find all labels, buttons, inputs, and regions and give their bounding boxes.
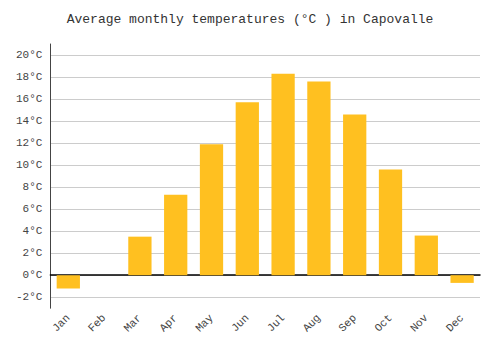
svg-text:Jan: Jan [50, 312, 72, 334]
svg-text:-2°C: -2°C [16, 291, 43, 303]
svg-text:Apr: Apr [157, 312, 179, 334]
svg-text:18°C: 18°C [16, 71, 43, 83]
svg-text:12°C: 12°C [16, 137, 43, 149]
svg-text:16°C: 16°C [16, 93, 43, 105]
svg-text:6°C: 6°C [23, 203, 43, 215]
svg-text:May: May [193, 312, 216, 335]
svg-text:Oct: Oct [372, 312, 394, 334]
svg-text:10°C: 10°C [16, 159, 43, 171]
svg-text:8°C: 8°C [23, 181, 43, 193]
svg-text:Average monthly temperatures (: Average monthly temperatures (°C ) in Ca… [67, 12, 434, 27]
svg-text:Mar: Mar [122, 312, 144, 334]
svg-text:Sep: Sep [336, 312, 358, 334]
svg-text:20°C: 20°C [16, 49, 43, 61]
svg-text:Feb: Feb [86, 312, 108, 334]
svg-text:0°C: 0°C [23, 269, 43, 281]
svg-text:4°C: 4°C [23, 225, 43, 237]
svg-text:Nov: Nov [408, 312, 431, 335]
svg-text:Dec: Dec [444, 312, 466, 334]
svg-text:Jun: Jun [229, 312, 251, 334]
svg-text:14°C: 14°C [16, 115, 43, 127]
svg-text:Jul: Jul [265, 312, 287, 334]
svg-text:2°C: 2°C [23, 247, 43, 259]
svg-text:Aug: Aug [301, 312, 323, 334]
